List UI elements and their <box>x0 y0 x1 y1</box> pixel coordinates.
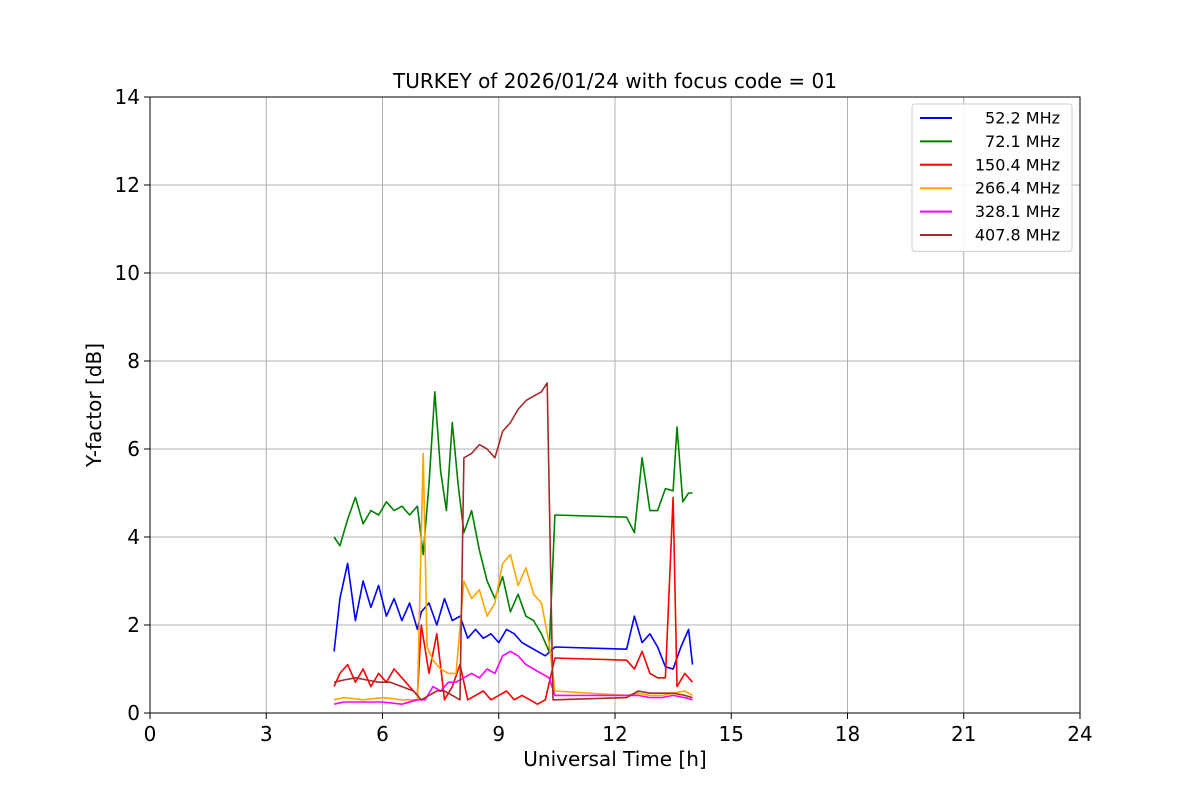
legend-label: 328.1 MHz <box>975 202 1060 221</box>
y-tick-label: 4 <box>127 525 140 549</box>
series-line-3 <box>333 452 693 701</box>
y-tick-label: 14 <box>115 85 140 109</box>
legend-label: 266.4 MHz <box>975 179 1060 198</box>
x-tick-label: 9 <box>492 722 505 746</box>
x-tick-label: 6 <box>376 722 389 746</box>
series-line-0 <box>333 562 694 670</box>
x-tick-label: 0 <box>144 722 157 746</box>
y-tick-label: 6 <box>127 437 140 461</box>
x-tick-label: 21 <box>951 722 976 746</box>
legend-label: 150.4 MHz <box>975 155 1060 174</box>
y-axis-ticks: 0 2 4 6 8 10 12 14 <box>115 85 150 725</box>
x-tick-label: 18 <box>835 722 860 746</box>
y-tick-label: 2 <box>127 613 140 637</box>
series-line-1 <box>333 390 693 653</box>
x-tick-label: 15 <box>719 722 744 746</box>
series-line-4 <box>333 650 693 706</box>
legend-label: 52.2 MHz <box>985 109 1060 128</box>
series-line-2 <box>333 496 694 706</box>
x-axis-label: Universal Time [h] <box>523 747 706 771</box>
y-tick-label: 12 <box>115 173 140 197</box>
legend: 52.2 MHz 72.1 MHz 150.4 MHz 266.4 MHz 328.1 … <box>911 103 1073 252</box>
x-tick-label: 3 <box>260 722 273 746</box>
legend-label: 407.8 MHz <box>975 226 1060 245</box>
x-tick-label: 12 <box>602 722 627 746</box>
series-layer <box>333 382 694 706</box>
legend-label: 72.1 MHz <box>985 132 1060 151</box>
x-tick-label: 24 <box>1067 722 1092 746</box>
series-line-5 <box>333 382 693 701</box>
chart-title: TURKEY of 2026/01/24 with focus code = 0… <box>392 69 837 93</box>
y-tick-label: 8 <box>127 349 140 373</box>
y-tick-label: 10 <box>115 261 140 285</box>
y-axis-label: Y-factor [dB] <box>82 343 106 468</box>
x-axis-ticks: 0 3 6 9 12 15 18 21 24 <box>144 713 1093 746</box>
y-tick-label: 0 <box>127 701 140 725</box>
